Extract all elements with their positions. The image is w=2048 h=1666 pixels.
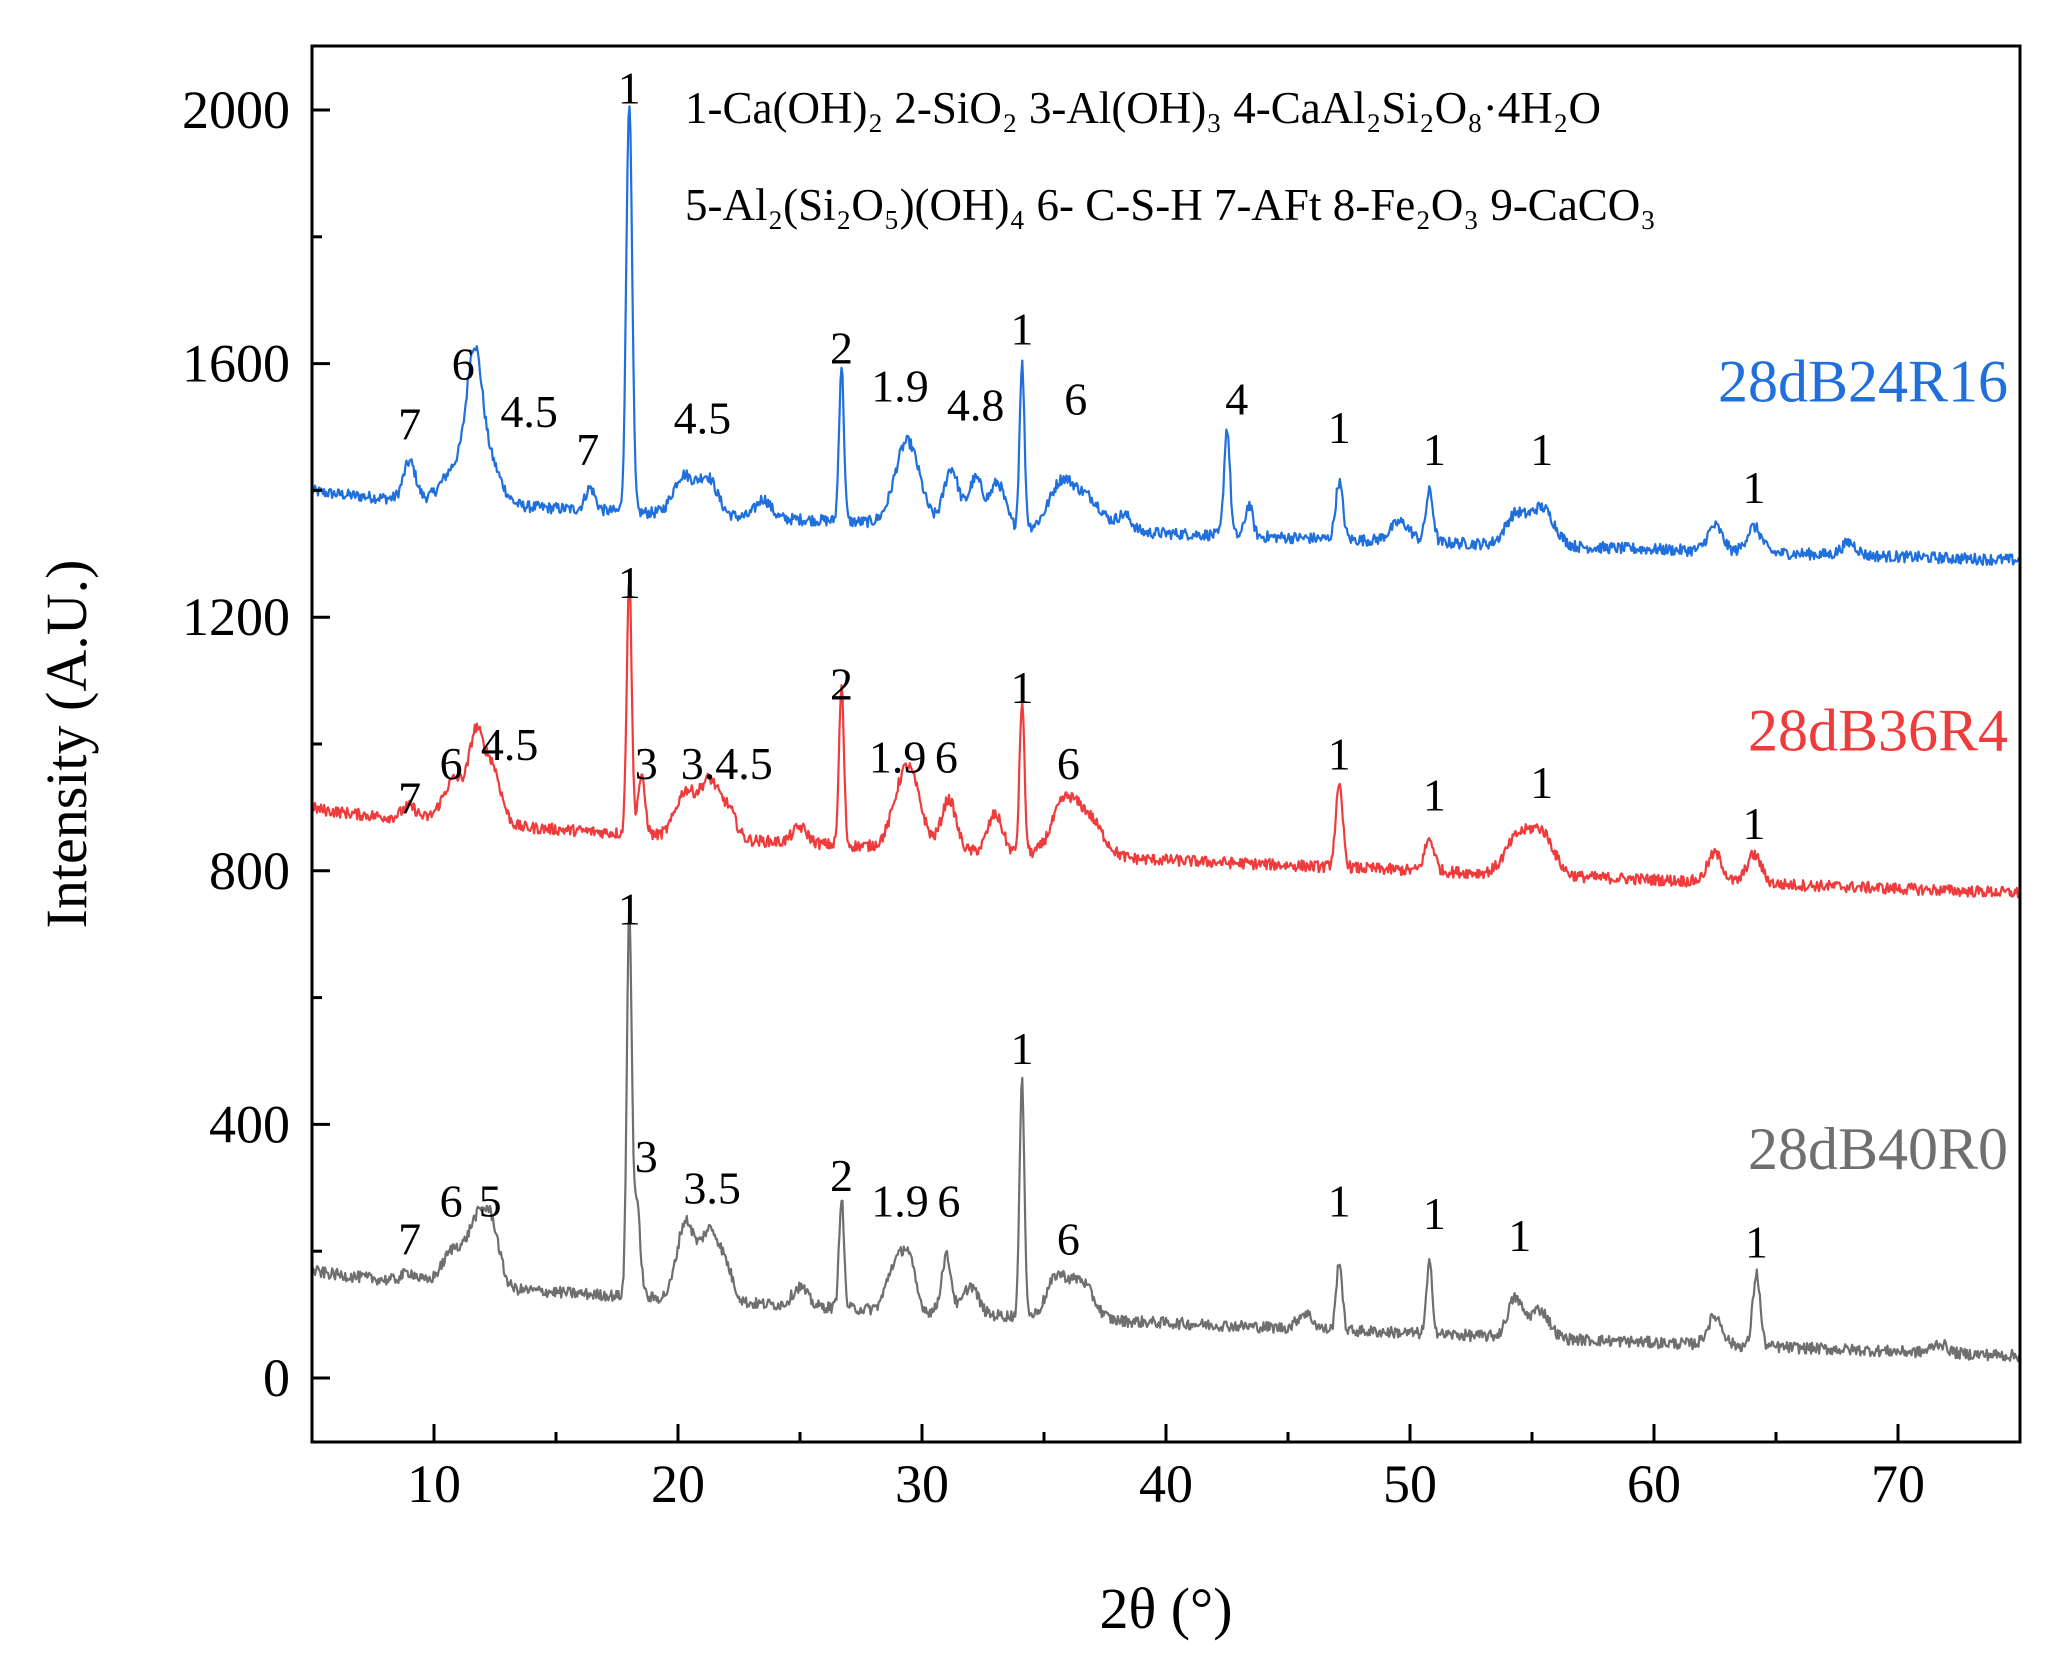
peak-label: 3 xyxy=(635,738,658,789)
peak-label: 4.5 xyxy=(674,392,732,443)
peak-label: 1 xyxy=(1011,662,1034,713)
peak-label: 1.9 xyxy=(871,1175,929,1226)
peak-label: 1.9 xyxy=(871,361,929,412)
series-label-28dB36R4: 28dB36R4 xyxy=(1748,697,2008,763)
peak-label: 2 xyxy=(830,1150,853,1201)
legend: 1-Ca(OH)₂ 2-SiO₂ 3-Al(OH)₃ 4-CaAl₂Si₂O₈·… xyxy=(685,83,1656,230)
series-label-28dB24R16: 28dB24R16 xyxy=(1718,349,2008,415)
peak-label: 1 xyxy=(1530,757,1553,808)
peak-label: 7 xyxy=(398,1213,421,1264)
x-axis-title: 2θ (°) xyxy=(1099,1576,1232,1641)
peak-label: 7 xyxy=(398,773,421,824)
peak-label: 1 xyxy=(1743,462,1766,513)
peak-label: 4.5 xyxy=(500,386,558,437)
peak-label: 1.9 xyxy=(869,732,927,783)
peak-label: 6 xyxy=(937,1175,960,1226)
x-tick-label: 20 xyxy=(651,1454,705,1514)
peak-label: 2 xyxy=(830,323,853,374)
peak-label: 6 xyxy=(935,732,958,783)
y-tick-label: 400 xyxy=(209,1094,290,1154)
y-tick-label: 2000 xyxy=(182,80,290,140)
peak-label: 1 xyxy=(1530,424,1553,475)
peak-label: 1 xyxy=(1423,424,1446,475)
peak-label: 7 xyxy=(398,399,421,450)
peak-label: 2 xyxy=(830,659,853,710)
series-label-28dB40R0: 28dB40R0 xyxy=(1748,1116,2008,1182)
peak-label: 7 xyxy=(576,424,599,475)
legend-line-1: 1-Ca(OH)₂ 2-SiO₂ 3-Al(OH)₃ 4-CaAl₂Si₂O₈·… xyxy=(685,83,1601,133)
peak-label: 4 xyxy=(1225,373,1248,424)
x-tick-label: 10 xyxy=(407,1454,461,1514)
legend-line-2: 5-Al₂(Si₂O₅)(OH)₄ 6- C-S-H 7-AFt 8-Fe₂O₃… xyxy=(685,180,1656,230)
series-line-28dB24R16 xyxy=(310,105,2022,566)
peak-label: 6 xyxy=(440,1175,463,1226)
peak-label: 1 xyxy=(1423,770,1446,821)
y-tick-label: 800 xyxy=(209,841,290,901)
series-line-28dB40R0 xyxy=(311,906,2021,1363)
peak-label: 1 xyxy=(1328,1175,1351,1226)
peak-label: 6 xyxy=(1057,738,1080,789)
peak-label: 1 xyxy=(1743,798,1766,849)
peak-label: 1 xyxy=(1423,1188,1446,1239)
peak-label: 1 xyxy=(618,63,641,114)
x-tick-label: 70 xyxy=(1871,1454,1925,1514)
x-tick-label: 40 xyxy=(1139,1454,1193,1514)
peak-label: 1 xyxy=(618,557,641,608)
peak-label: 3.5 xyxy=(683,1163,741,1214)
peak-label: 3.4.5 xyxy=(681,738,773,789)
x-tick-label: 30 xyxy=(895,1454,949,1514)
peak-label: 6 xyxy=(1064,373,1087,424)
peak-label: 1 xyxy=(1011,304,1034,355)
y-tick-label: 1200 xyxy=(182,587,290,647)
series-layer: 28dB24R16 28dB36R4 28dB40R0 xyxy=(310,105,2022,1363)
y-tick-label: 1600 xyxy=(182,334,290,394)
peak-label: 3 xyxy=(635,1131,658,1182)
peak-label: 6 xyxy=(452,338,475,389)
y-axis-title: Intensity (A.U.) xyxy=(34,560,99,929)
peak-label: 1 xyxy=(1745,1217,1768,1268)
peak-label: 1 xyxy=(1011,1023,1034,1074)
peak-label: 1 xyxy=(1328,728,1351,779)
x-tick-label: 50 xyxy=(1383,1454,1437,1514)
axis-layer: 10 20 30 40 50 60 70 0 400 800 1200 1600 2000 xyxy=(182,80,1925,1514)
x-tick-label: 60 xyxy=(1627,1454,1681,1514)
series-line-28dB36R4 xyxy=(310,577,2022,899)
peak-label: 1 xyxy=(1328,402,1351,453)
peak-label: 4.5 xyxy=(481,719,539,770)
peak-label: 1 xyxy=(618,884,641,935)
peak-label: 6 xyxy=(440,738,463,789)
y-tick-label: 0 xyxy=(263,1348,290,1408)
peak-label: 1 xyxy=(1508,1210,1531,1261)
peak-label: 5 xyxy=(479,1175,502,1226)
peak-label: 4.8 xyxy=(947,380,1005,431)
peak-label: 6 xyxy=(1057,1213,1080,1264)
